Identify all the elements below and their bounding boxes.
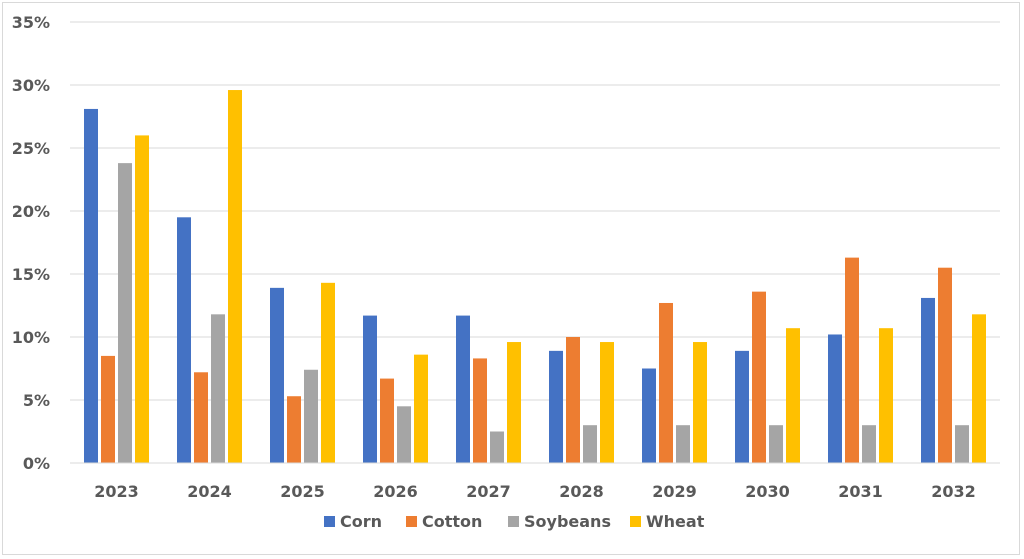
bar-soybeans-2031 xyxy=(862,425,876,463)
x-axis-labels: 2023 2024 2025 2026 2027 2028 2029 2030 2031 2032 xyxy=(94,482,976,501)
y-tick-label: 0% xyxy=(23,454,50,473)
legend-swatch xyxy=(630,516,641,527)
bar-soybeans-2030 xyxy=(769,425,783,463)
bar-cotton-2026 xyxy=(380,378,394,463)
legend: Corn Cotton Soybeans Wheat xyxy=(324,512,705,531)
bar-wheat-2032 xyxy=(972,314,986,463)
x-tick-label: 2024 xyxy=(187,482,232,501)
x-tick-label: 2032 xyxy=(931,482,976,501)
x-tick-label: 2026 xyxy=(373,482,418,501)
bar-cotton-2030 xyxy=(752,291,766,463)
legend-item-corn: Corn xyxy=(324,512,382,531)
y-tick-label: 35% xyxy=(12,13,50,32)
y-tick-label: 30% xyxy=(12,76,50,95)
legend-label: Corn xyxy=(340,512,382,531)
bar-cotton-2024 xyxy=(194,372,208,463)
bar-cotton-2032 xyxy=(938,267,952,463)
bar-wheat-2029 xyxy=(693,342,707,463)
bars xyxy=(84,90,986,463)
legend-label: Soybeans xyxy=(524,512,611,531)
bar-cotton-2025 xyxy=(287,396,301,463)
legend-label: Cotton xyxy=(422,512,482,531)
bar-wheat-2025 xyxy=(321,282,335,463)
bar-soybeans-2023 xyxy=(118,163,132,463)
y-tick-label: 15% xyxy=(12,265,50,284)
x-tick-label: 2027 xyxy=(466,482,511,501)
legend-swatch xyxy=(508,516,519,527)
bar-soybeans-2032 xyxy=(955,425,969,463)
y-axis-labels: 0% 5% 10% 15% 20% 25% 30% 35% xyxy=(12,13,50,473)
bar-soybeans-2027 xyxy=(490,431,504,463)
bar-corn-2028 xyxy=(549,350,563,463)
gridlines xyxy=(70,21,1000,401)
bar-cotton-2031 xyxy=(845,257,859,463)
bar-corn-2029 xyxy=(642,368,656,463)
legend-label: Wheat xyxy=(646,512,705,531)
bar-wheat-2027 xyxy=(507,342,521,463)
bar-soybeans-2026 xyxy=(397,406,411,463)
legend-item-wheat: Wheat xyxy=(630,512,705,531)
bar-wheat-2031 xyxy=(879,328,893,463)
bar-corn-2032 xyxy=(921,297,935,463)
legend-swatch xyxy=(324,516,335,527)
bar-wheat-2023 xyxy=(135,135,149,463)
y-tick-label: 20% xyxy=(12,202,50,221)
x-tick-label: 2023 xyxy=(94,482,139,501)
y-tick-label: 5% xyxy=(23,391,50,410)
bar-wheat-2024 xyxy=(228,90,242,463)
bar-wheat-2026 xyxy=(414,354,428,463)
x-tick-label: 2030 xyxy=(745,482,790,501)
legend-item-cotton: Cotton xyxy=(406,512,482,531)
bar-corn-2030 xyxy=(735,350,749,463)
bar-cotton-2029 xyxy=(659,302,673,463)
bar-corn-2023 xyxy=(84,108,98,463)
y-tick-label: 10% xyxy=(12,328,50,347)
bar-corn-2024 xyxy=(177,217,191,463)
bar-corn-2026 xyxy=(363,315,377,463)
bar-soybeans-2029 xyxy=(676,425,690,463)
bar-wheat-2030 xyxy=(786,328,800,463)
x-tick-label: 2025 xyxy=(280,482,325,501)
x-tick-label: 2028 xyxy=(559,482,604,501)
legend-swatch xyxy=(406,516,417,527)
bar-cotton-2023 xyxy=(101,355,115,463)
bar-soybeans-2024 xyxy=(211,314,225,463)
bar-corn-2031 xyxy=(828,334,842,463)
bar-cotton-2027 xyxy=(473,358,487,463)
bar-soybeans-2028 xyxy=(583,425,597,463)
bar-soybeans-2025 xyxy=(304,369,318,463)
bar-wheat-2028 xyxy=(600,342,614,463)
x-tick-label: 2029 xyxy=(652,482,697,501)
bar-corn-2027 xyxy=(456,315,470,463)
bar-cotton-2028 xyxy=(566,337,580,463)
bar-corn-2025 xyxy=(270,287,284,463)
x-tick-label: 2031 xyxy=(838,482,883,501)
legend-item-soybeans: Soybeans xyxy=(508,512,611,531)
y-tick-label: 25% xyxy=(12,139,50,158)
